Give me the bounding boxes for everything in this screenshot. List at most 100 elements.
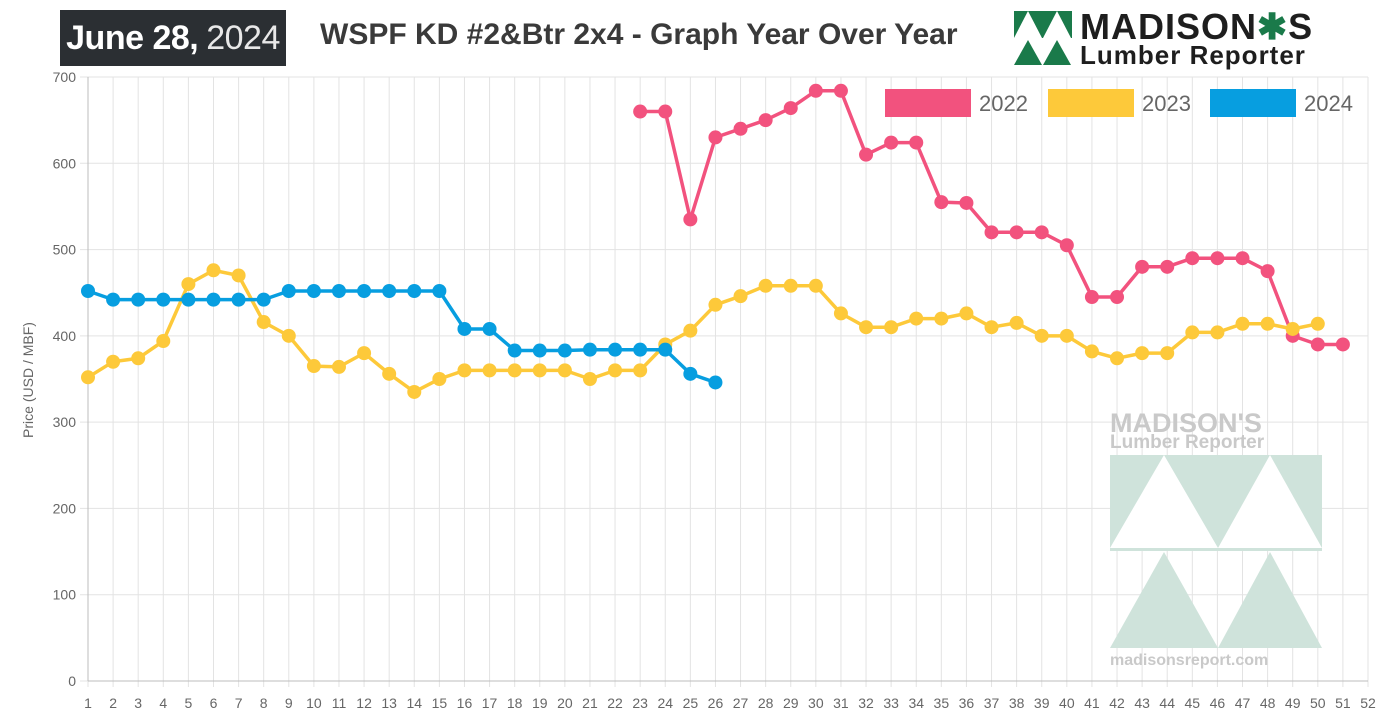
y-tick-label: 700 [53, 69, 77, 85]
x-tick-label: 49 [1285, 695, 1301, 711]
data-point-2024 [81, 283, 95, 298]
data-point-2023 [1210, 325, 1225, 340]
brand-logo: MADISON✱S Lumber Reporter [1012, 6, 1382, 70]
x-tick-label: 19 [532, 695, 548, 711]
brand-name-part2: S [1288, 6, 1314, 47]
data-point-2024 [306, 283, 321, 298]
data-point-2024 [482, 321, 497, 336]
data-point-2022 [1235, 251, 1250, 266]
data-point-2024 [256, 292, 271, 307]
x-tick-label: 32 [858, 695, 874, 711]
data-point-2023 [382, 366, 397, 381]
data-point-2022 [683, 212, 698, 227]
series [81, 83, 1350, 399]
data-point-2024 [281, 283, 296, 298]
data-point-2024 [532, 343, 547, 358]
x-tick-label: 50 [1310, 695, 1326, 711]
data-point-2023 [156, 334, 171, 349]
data-point-2023 [1034, 328, 1049, 343]
data-point-2023 [81, 370, 95, 385]
x-tick-label: 11 [332, 695, 347, 711]
data-point-2023 [1059, 328, 1074, 343]
watermark-url: madisonsreport.com [1110, 652, 1268, 669]
y-tick-label: 200 [53, 500, 77, 516]
data-point-2024 [382, 283, 397, 298]
brand-name-part1: MADISON [1080, 6, 1257, 47]
data-point-2023 [758, 278, 773, 293]
data-point-2023 [457, 363, 472, 378]
data-point-2022 [1160, 259, 1175, 274]
data-point-2024 [457, 321, 472, 336]
data-point-2023 [934, 311, 949, 326]
data-point-2023 [181, 277, 196, 292]
x-tick-label: 51 [1335, 695, 1351, 711]
data-point-2024 [432, 283, 447, 298]
x-tick-label: 22 [607, 695, 623, 711]
data-point-2022 [934, 195, 949, 210]
data-point-2023 [783, 278, 798, 293]
data-point-2023 [608, 363, 623, 378]
data-point-2023 [106, 354, 121, 369]
x-tick-label: 20 [557, 695, 573, 711]
data-point-2024 [131, 292, 146, 307]
x-tick-label: 9 [285, 695, 293, 711]
legend-swatch-2022 [885, 89, 971, 117]
x-tick-label: 41 [1084, 695, 1100, 711]
data-point-2023 [1260, 316, 1275, 331]
x-tick-label: 38 [1009, 695, 1025, 711]
data-point-2023 [331, 359, 346, 374]
data-point-2023 [306, 359, 321, 374]
x-tick-label: 26 [708, 695, 724, 711]
x-tick-label: 29 [783, 695, 799, 711]
axes: 1 2 3 4 5 6 7 8 9 10 11 12 13 14 15 16 17 18 19 20 21 22 23 24 2… [53, 69, 1376, 711]
brand-name: MADISON✱S [1080, 6, 1313, 48]
data-point-2023 [1235, 316, 1250, 331]
data-point-2022 [1110, 290, 1125, 305]
series-2022 [633, 83, 1350, 352]
y-axis-title: Price (USD / MBF) [20, 322, 36, 438]
x-tick-label: 21 [582, 695, 598, 711]
data-point-2022 [884, 135, 899, 150]
x-tick-label: 45 [1185, 695, 1201, 711]
data-point-2024 [557, 343, 572, 358]
legend: 2022 2023 2024 [885, 89, 1353, 117]
x-tick-label: 27 [733, 695, 749, 711]
data-point-2023 [231, 268, 246, 283]
x-tick-label: 40 [1059, 695, 1075, 711]
data-point-2022 [1034, 225, 1049, 240]
legend-label-2022: 2022 [979, 91, 1028, 116]
data-point-2024 [658, 342, 673, 357]
x-tick-label: 14 [406, 695, 422, 711]
x-tick-label: 35 [934, 695, 950, 711]
x-tick-label: 31 [833, 695, 849, 711]
x-tick-label: 1 [84, 695, 92, 711]
data-point-2024 [608, 342, 623, 357]
x-tick-label: 30 [808, 695, 824, 711]
data-point-2024 [708, 375, 723, 390]
x-tick-label: 13 [381, 695, 397, 711]
legend-swatch-2023 [1048, 89, 1134, 117]
data-point-2024 [683, 366, 698, 381]
data-point-2024 [633, 342, 648, 357]
data-point-2023 [833, 306, 848, 321]
data-point-2023 [582, 372, 597, 386]
data-point-2022 [1310, 337, 1325, 352]
data-point-2023 [959, 306, 974, 321]
data-point-2022 [633, 104, 648, 119]
x-tick-label: 2 [109, 695, 117, 711]
legend-swatch-2024 [1210, 89, 1296, 117]
triangles-logo-icon [1014, 11, 1072, 65]
x-tick-label: 43 [1134, 695, 1150, 711]
x-tick-label: 42 [1109, 695, 1125, 711]
x-tick-label: 52 [1360, 695, 1376, 711]
x-tick-label: 16 [457, 695, 473, 711]
data-point-2022 [708, 130, 723, 145]
x-tick-label: 36 [959, 695, 975, 711]
data-point-2023 [256, 315, 271, 330]
data-point-2022 [859, 147, 874, 162]
x-tick-label: 37 [984, 695, 1000, 711]
watermark-subtitle: Lumber Reporter [1110, 432, 1265, 453]
data-point-2024 [357, 283, 372, 298]
x-tick-label: 8 [260, 695, 268, 711]
